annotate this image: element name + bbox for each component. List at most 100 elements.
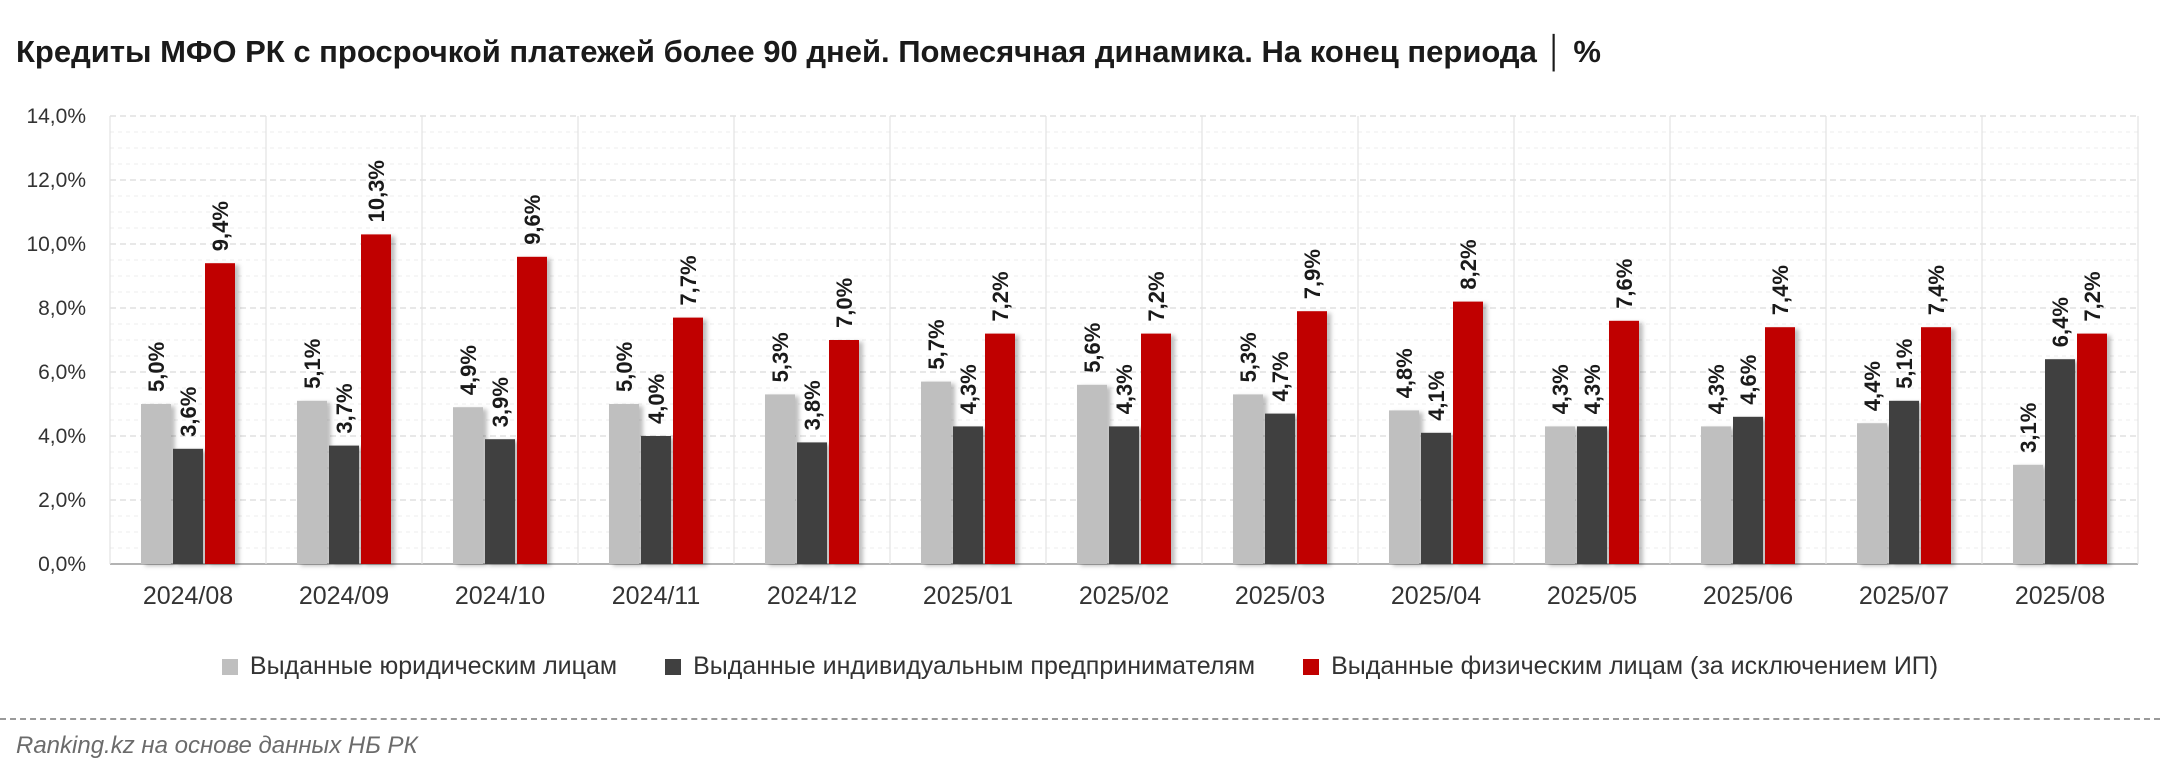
bar <box>1921 327 1951 564</box>
legend-swatch <box>665 658 682 675</box>
y-tick-label: 10,0% <box>26 233 86 256</box>
bar <box>453 407 483 564</box>
data-label: 7,4% <box>1924 265 1949 315</box>
data-label: 7,2% <box>988 271 1013 321</box>
bar <box>2013 464 2043 564</box>
bar <box>1141 333 1171 564</box>
x-tick-label: 2025/01 <box>923 582 1013 610</box>
bar <box>829 340 859 564</box>
bar <box>1609 320 1639 564</box>
bar <box>1765 327 1795 564</box>
legend-item-individuals: Выданные физическим лицам (за исключение… <box>1303 652 1938 681</box>
data-label: 3,7% <box>332 383 357 433</box>
bar <box>985 333 1015 564</box>
legend-item-entrepreneurs: Выданные индивидуальным предпринимателям <box>665 652 1255 681</box>
data-label: 5,1% <box>1892 339 1917 389</box>
bar <box>141 404 171 564</box>
data-label: 7,0% <box>832 278 857 328</box>
data-label: 5,7% <box>924 319 949 369</box>
data-label: 5,3% <box>1236 332 1261 382</box>
x-tick-label: 2024/12 <box>767 582 857 610</box>
data-label: 7,7% <box>676 255 701 305</box>
bar <box>173 448 203 564</box>
data-label: 7,2% <box>2080 271 2105 321</box>
x-tick-label: 2025/08 <box>2015 582 2105 610</box>
legend-swatch <box>221 658 238 675</box>
data-label: 4,4% <box>1860 361 1885 411</box>
data-label: 3,1% <box>2016 403 2041 453</box>
data-label: 4,3% <box>1704 364 1729 414</box>
bar <box>297 400 327 564</box>
x-tick-label: 2025/04 <box>1391 582 1481 610</box>
data-label: 4,8% <box>1392 348 1417 398</box>
bar <box>609 404 639 564</box>
bar <box>1109 426 1139 564</box>
data-label: 4,0% <box>644 374 669 424</box>
y-axis: 0,0% 2,0% 4,0% 6,0% 8,0% 10,0% 12,0% 14,0% <box>26 105 86 576</box>
data-label: 7,4% <box>1768 265 1793 315</box>
bar <box>1545 426 1575 564</box>
bar <box>797 442 827 564</box>
data-label: 3,6% <box>176 387 201 437</box>
data-label: 5,1% <box>300 339 325 389</box>
data-label: 4,9% <box>456 345 481 395</box>
bar <box>1733 416 1763 564</box>
data-label: 3,9% <box>488 377 513 427</box>
bar <box>765 394 795 564</box>
data-label: 4,3% <box>1580 364 1605 414</box>
data-label: 9,4% <box>208 201 233 251</box>
bar <box>1233 394 1263 564</box>
footer-divider <box>0 718 2160 720</box>
data-label: 4,7% <box>1268 351 1293 401</box>
data-label: 4,3% <box>1112 364 1137 414</box>
bars <box>141 234 2107 564</box>
bar <box>1577 426 1607 564</box>
y-tick-label: 0,0% <box>38 553 86 576</box>
bar <box>1701 426 1731 564</box>
y-tick-label: 14,0% <box>26 105 86 128</box>
x-tick-label: 2024/11 <box>612 582 701 610</box>
bar <box>641 436 671 564</box>
y-tick-label: 12,0% <box>26 169 86 192</box>
x-tick-label: 2025/05 <box>1547 582 1637 610</box>
x-tick-label: 2025/06 <box>1703 582 1793 610</box>
bar <box>1453 301 1483 564</box>
x-tick-label: 2024/10 <box>455 582 545 610</box>
data-label: 7,9% <box>1300 249 1325 299</box>
x-tick-label: 2025/07 <box>1859 582 1949 610</box>
bar <box>953 426 983 564</box>
bar <box>485 439 515 564</box>
data-label: 5,0% <box>144 342 169 392</box>
bar <box>517 256 547 564</box>
bar <box>1857 423 1887 564</box>
source-note: Ranking.kz на основе данных НБ РК <box>16 732 418 759</box>
data-label: 10,3% <box>364 160 389 222</box>
data-label: 3,8% <box>800 380 825 430</box>
data-label: 5,6% <box>1080 323 1105 373</box>
bar-chart: 5,0% 3,6% 9,4% 5,1% 3,7% 10,3% 4,9% 3,9% 9,6% 5,0… <box>26 105 2139 610</box>
x-axis: 2024/08 2024/09 2024/10 2024/11 2024/12 2025/… <box>143 582 2105 610</box>
data-label: 9,6% <box>520 195 545 245</box>
legend-label: Выданные индивидуальным предпринимателям <box>693 652 1256 680</box>
bar <box>673 317 703 564</box>
data-label: 6,4% <box>2048 297 2073 347</box>
data-label: 7,6% <box>1612 259 1637 309</box>
legend: Выданные юридическим лицам Выданные инди… <box>0 652 2160 681</box>
bar <box>1265 413 1295 564</box>
bar <box>2077 333 2107 564</box>
bar <box>1077 384 1107 564</box>
legend-label: Выданные юридическим лицам <box>249 652 618 680</box>
legend-item-legal-entities: Выданные юридическим лицам <box>221 652 618 681</box>
chart-title: Кредиты МФО РК с просрочкой платежей бол… <box>16 34 1601 69</box>
data-label: 4,6% <box>1736 355 1761 405</box>
data-label: 4,3% <box>956 364 981 414</box>
y-tick-label: 6,0% <box>38 361 86 384</box>
bar <box>921 381 951 564</box>
legend-label: Выданные физическим лицам (за исключение… <box>1331 652 1939 680</box>
bar <box>1889 400 1919 564</box>
y-tick-label: 4,0% <box>38 425 86 448</box>
data-label: 4,1% <box>1424 371 1449 421</box>
x-tick-label: 2024/09 <box>299 582 389 610</box>
x-tick-label: 2025/02 <box>1079 582 1169 610</box>
bar <box>361 234 391 564</box>
